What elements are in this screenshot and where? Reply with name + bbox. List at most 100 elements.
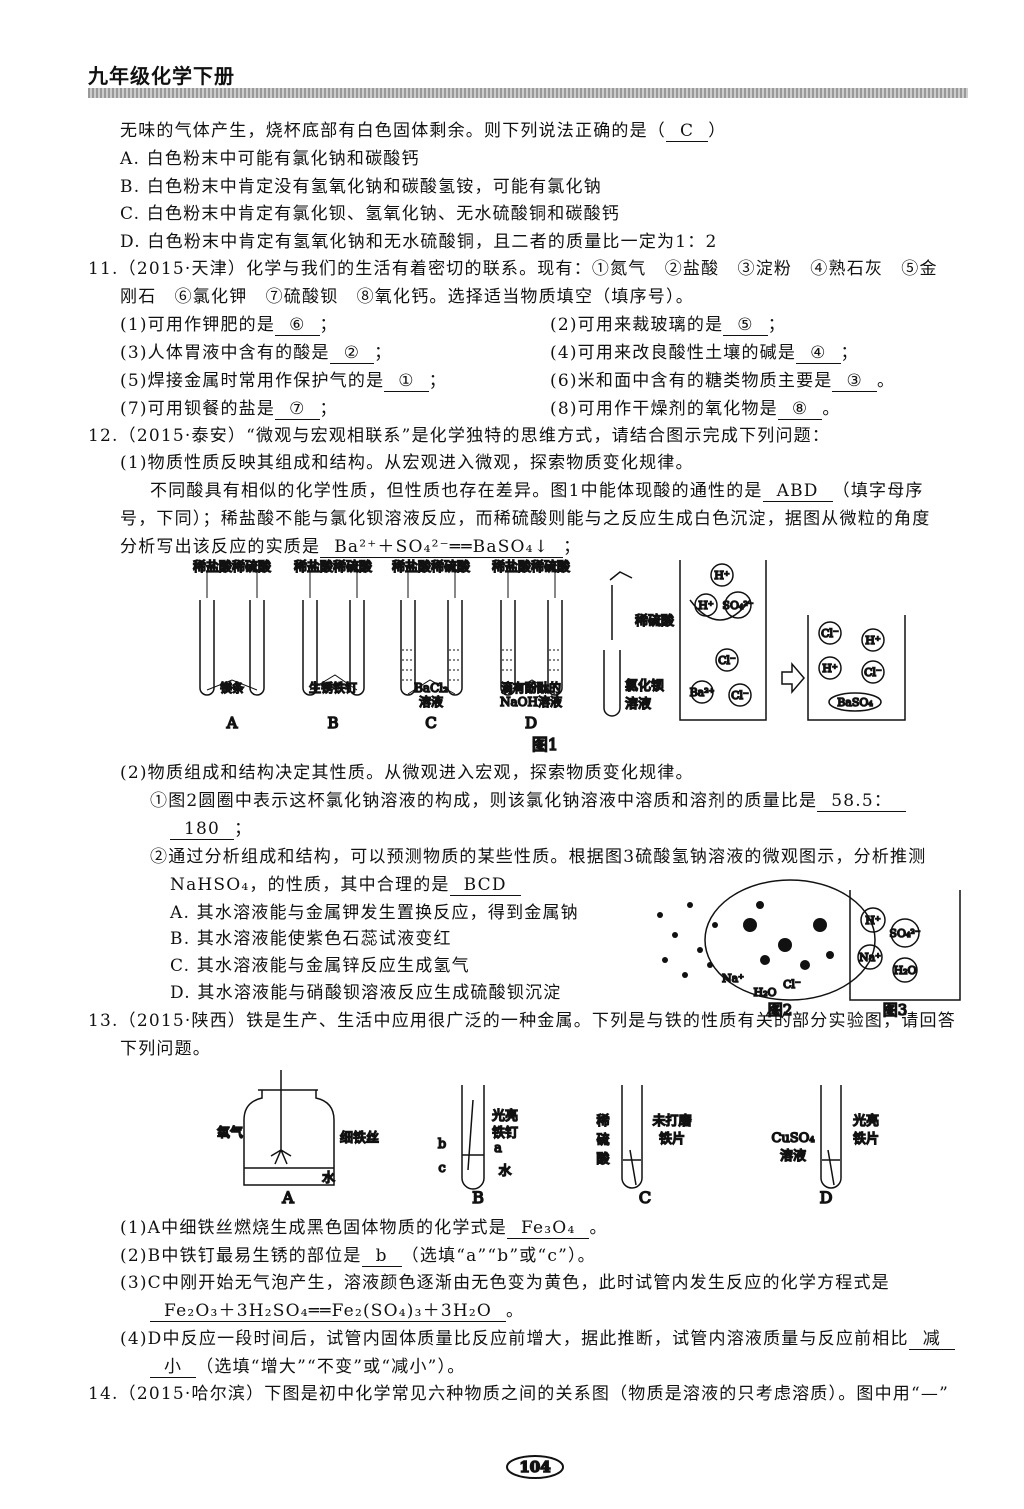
- q13-label: c: [438, 1161, 445, 1176]
- answer: Fe₃O₄: [506, 1218, 590, 1239]
- answer: 58.5：: [817, 791, 907, 812]
- fig1-header: 稀盐酸稀硫酸: [492, 560, 570, 575]
- fig1-dropper: 稀硫酸: [635, 614, 674, 629]
- text-line: 14.（2015·哈尔滨）下图是初中化学常见六种物质之间的关系图（物质是溶液的只…: [88, 1383, 949, 1405]
- q13-letter: D: [820, 1188, 833, 1207]
- text-line: 无味的气体产生，烧杯底部有白色固体剩余。则下列说法正确的是（ C）: [120, 120, 726, 142]
- text-line: 小（选填“增大”“不变”或“减小”）。: [150, 1356, 465, 1378]
- text-line: (1)可用作钾肥的是 ⑥；: [120, 314, 338, 336]
- text-line: (4)D中反应一段时间后，试管内固体质量比反应前增大，据此推断，试管内溶液质量与…: [120, 1328, 955, 1350]
- text: 刚石 ⑥氯化钾 ⑦硫酸钡 ⑧氧化钙。选择适当物质填空（填序号）。: [120, 287, 694, 307]
- text: (8)可用作干燥剂的氧化物是: [550, 399, 778, 419]
- figure-caption: 图3: [883, 1001, 908, 1019]
- text: (2)可用来裁玻璃的是: [550, 315, 724, 335]
- fig2-label: Na⁺: [722, 972, 744, 985]
- fig1-letter: A: [226, 714, 238, 732]
- text-line: C. 其水溶液能与金属锌反应生成氢气: [170, 955, 470, 977]
- text: 12.（2015·泰安）“微观与宏观相联系”是化学独特的思维方式，请结合图示完成…: [88, 426, 831, 446]
- text-line: D. 其水溶液能与硝酸钡溶液反应生成硫酸钡沉淀: [170, 982, 561, 1004]
- text-line: (2)可用来裁玻璃的是 ⑤；: [550, 314, 786, 336]
- figure-caption: 图1: [532, 735, 558, 754]
- text-line: A. 其水溶液能与金属钾发生置换反应，得到金属钠: [170, 902, 579, 924]
- text-line: C. 白色粉末中肯定有氯化钡、氢氧化钠、无水硫酸铜和碳酸钙: [120, 203, 620, 225]
- q13-label: 铁片: [659, 1132, 685, 1147]
- q13-label: a: [494, 1141, 502, 1156]
- q13-label: 铁片: [853, 1132, 879, 1147]
- fig1-item: 溶液: [419, 694, 443, 709]
- fig2-circle: [704, 879, 876, 1001]
- q13-letter: B: [472, 1188, 484, 1207]
- text-line: (3)C中刚开始无气泡产生，溶液颜色逐渐由无色变为黄色，此时试管内发生反应的化学…: [120, 1272, 890, 1294]
- header-title: 九年级化学下册: [88, 64, 235, 88]
- ion-label: H⁺: [865, 914, 881, 927]
- answer: ⑧: [777, 399, 823, 420]
- text: (6)米和面中含有的糖类物质主要是: [550, 371, 833, 391]
- text-line: (2)物质组成和结构决定其性质。从微观进入宏观，探索物质变化规律。: [120, 762, 694, 784]
- text: （填字母序: [832, 481, 924, 501]
- text-line: (3)人体胃液中含有的酸是 ②；: [120, 342, 392, 364]
- text: NaHSO₄，的性质，其中合理的是: [170, 875, 450, 895]
- ion-circle: [724, 591, 752, 619]
- text: ；: [319, 399, 338, 419]
- text: 。: [822, 399, 841, 419]
- ion-circle: [828, 692, 882, 712]
- fig1-letter: C: [425, 714, 436, 732]
- text: (2)物质组成和结构决定其性质。从微观进入宏观，探索物质变化规律。: [120, 763, 694, 783]
- fig1-header: 稀盐酸稀硫酸: [193, 560, 271, 575]
- text-line: 180；: [170, 818, 252, 840]
- q13-label: 细铁丝: [340, 1131, 379, 1146]
- text-line: NaHSO₄，的性质，其中合理的是 BCD: [170, 874, 521, 896]
- text-line: Fe₂O₃＋3H₂SO₄══Fe₂(SO₄)₃＋3H₂O。: [150, 1300, 524, 1322]
- text-line: (1)物质性质反映其组成和结构。从宏观进入微观，探索物质变化规律。: [120, 452, 694, 474]
- page-badge: [506, 1455, 564, 1479]
- text: (1)可用作钾肥的是: [120, 315, 276, 335]
- answer: C: [666, 121, 709, 142]
- ion-label: Cl⁻: [731, 689, 749, 702]
- ion-circle: [818, 656, 842, 680]
- ion-circle: [892, 957, 918, 983]
- fig3-beaker: [849, 890, 961, 1001]
- text-line: (8)可用作干燥剂的氧化物是 ⑧。: [550, 398, 841, 420]
- text: 。: [876, 371, 896, 391]
- q13-letter: C: [639, 1188, 651, 1207]
- text-line: 不同酸具有相似的化学性质，但性质也存在差异。图1中能体现酸的通性的是 ABD （填字…: [150, 480, 924, 502]
- text: A. 白色粉末中可能有氯化钠和碳酸钙: [120, 149, 420, 169]
- q13-label: 溶液: [780, 1149, 806, 1164]
- page-number: 104: [519, 1458, 550, 1476]
- ion-label: Cl⁻: [718, 654, 736, 667]
- ion-label: H⁺: [698, 599, 714, 612]
- answer: ②: [329, 343, 375, 364]
- text: (4)D中反应一段时间后，试管内固体质量比反应前增大，据此推断，试管内溶液质量与…: [120, 1329, 909, 1349]
- text-line: ②通过分析组成和结构，可以预测物质的某些性质。根据图3硫酸氢钠溶液的微观图示，分…: [150, 846, 926, 868]
- text: 无味的气体产生，烧杯底部有白色固体剩余。则下列说法正确的是（: [120, 121, 666, 141]
- q13-apparatus: [243, 1070, 842, 1190]
- fig1-item: NaOH溶液: [500, 694, 562, 709]
- text: (3)C中刚开始无气泡产生，溶液颜色逐渐由无色变为黄色，此时试管内发生反应的化学…: [120, 1273, 890, 1293]
- text-line: (2)B中铁钉最易生锈的部位是 b （选填“a”“b”或“c”）。: [120, 1245, 596, 1267]
- q13-label: 光亮: [853, 1113, 879, 1129]
- q13-label: 稀: [596, 1114, 609, 1129]
- text: (4)可用来改良酸性土壤的碱是: [550, 343, 797, 363]
- ion-label: Cl⁻: [864, 666, 882, 679]
- answer: 180: [170, 819, 235, 840]
- text: B. 其水溶液能使紫色石蕊试液变红: [170, 929, 452, 949]
- ion-circle: [861, 660, 885, 684]
- text-line: 号，下同）；稀盐酸不能与氯化钡溶液反应，而稀硫酸则能与之反应生成白色沉淀，据图从…: [120, 508, 931, 530]
- answer: ⑤: [723, 315, 768, 336]
- text-line: D. 白色粉末中肯定有氢氧化钠和无水硫酸铜，且二者的质量比一定为1：2: [120, 231, 717, 253]
- fig1-tube: 氯化钡: [625, 679, 664, 694]
- text: ；: [319, 315, 338, 335]
- fig2-label: Cl⁻: [783, 978, 801, 991]
- q13-label: 光亮: [492, 1108, 518, 1124]
- fig1-header: 稀盐酸稀硫酸: [392, 560, 470, 575]
- answer: BCD: [449, 875, 521, 896]
- ion-circle: [857, 944, 883, 970]
- text-line: A. 白色粉末中可能有氯化钠和碳酸钙: [120, 148, 420, 170]
- text-line: 分析写出该反应的实质是 Ba²⁺＋SO₄²⁻══BaSO₄↓；: [120, 536, 581, 558]
- ion-circle: [715, 648, 739, 672]
- answer: ③: [832, 371, 877, 392]
- text-line: B. 其水溶液能使紫色石蕊试液变红: [170, 928, 452, 950]
- ion-label: Ba²⁺: [690, 686, 715, 699]
